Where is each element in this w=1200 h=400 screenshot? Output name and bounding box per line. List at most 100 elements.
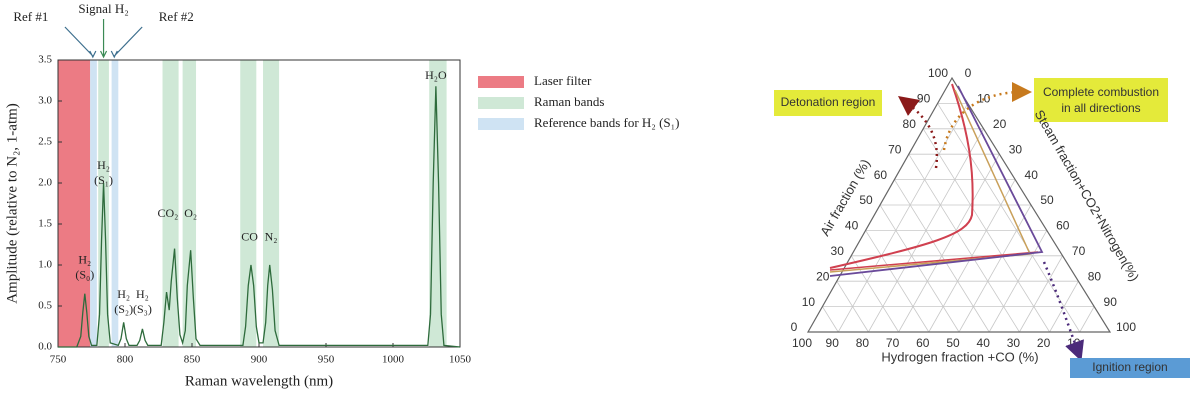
band [162,60,179,347]
x-tick-label: 800 [117,354,134,366]
peak-label: (S₂) [114,302,133,316]
spectrum-chart: 750 800 850 900 950 1000 1050 0.0 0.5 1.0 1.5 2.0 2.… [4,1,679,389]
ternary-tick-label: 70 [888,142,902,156]
ternary-grid [850,255,899,333]
ternary-tick-label: 20 [816,269,830,283]
peak-label: O₂ [184,206,197,220]
ternary-tick-label: 50 [946,336,960,350]
ternary-grid [922,128,1050,333]
ternary-tick-label: 100 [928,66,948,80]
combustion-label: in all directions [1061,101,1140,115]
ternary-tick-label: 40 [845,219,859,233]
peak-label: (S₀) [75,267,94,281]
x-tick-label: 900 [251,354,268,366]
ternary-grid [898,154,1000,333]
ternary-tick-label: 50 [859,193,873,207]
ternary-tick-label: 40 [1025,168,1039,182]
ternary-tick-label: 40 [977,336,991,350]
y-tick-label: 1.5 [38,218,52,230]
combustion-box [1034,78,1168,122]
ternary-tick-label: 70 [1072,244,1086,258]
peak-label: H₂O [425,68,447,82]
detonation-label: Detonation region [781,95,876,109]
y-tick-label: 1.0 [38,259,52,271]
peak-label: H₂ [78,252,91,266]
ternary-grid [908,153,1020,333]
ternary-grid [894,179,990,333]
y-tick-label: 2.5 [38,136,52,148]
ternary-tick-label: 0 [965,66,972,80]
legend-swatch [478,76,524,88]
band [429,60,447,347]
x-tick-label: 1000 [382,354,405,366]
ternary-tick-label: 30 [1007,336,1021,350]
ternary-grid [958,204,1032,333]
ignition-box [1070,358,1190,378]
ternary-tick-label: 70 [886,336,900,350]
peak-label: N₂ [265,230,278,244]
ternary-grid [937,103,1081,333]
legend-swatch [478,97,524,109]
y-tick-label: 0.5 [38,300,52,312]
annotation: Ref #2 [159,9,194,24]
peak-label: CO₂ [157,206,178,220]
x-tick-label: 1050 [449,354,472,366]
y-axis-label: Amplitude (relative to N₂, 1-atm) [4,103,20,304]
y-tick-label: 2.0 [38,177,52,189]
legend-label: Laser filter [534,73,592,88]
ternary-grid [1019,255,1063,333]
band [263,60,280,347]
ternary-tick-label: 90 [826,336,840,350]
ternary-grid [1079,306,1095,333]
detonation-arrow [898,95,939,169]
ternary-tick-label: 80 [903,117,917,131]
annotation: Signal H₂ [78,1,128,16]
peak-label: H₂ [136,287,149,301]
ternary-tick-label: 10 [802,295,816,309]
peak-label: H₂ [117,287,130,301]
bottom-axis-label: Hydrogen fraction +CO (%) [881,349,1038,364]
ternary-tick-label: 80 [1088,269,1102,283]
ignition-label: Ignition region [1092,360,1167,374]
annotation-arrow [64,26,97,59]
ternary-tick-label: 60 [916,336,930,350]
ternary-tick-label: 0 [791,320,798,334]
x-tick-label: 750 [50,354,67,366]
peak-label: CO [241,230,258,244]
red-curve [829,83,974,269]
x-tick-label: 950 [318,354,335,366]
ternary-tick-label: 100 [792,336,812,350]
ternary-tick-label: 30 [1009,142,1023,156]
ternary-tick-label: 50 [1040,193,1054,207]
band [240,60,257,347]
combustion-label: Complete combustion [1043,85,1159,99]
ternary-tick-label: 100 [1116,320,1136,334]
peak-label: H₂ [97,158,110,172]
annotation-arrow [110,26,143,59]
ternary-tick-label: 30 [831,244,845,258]
detonation-box [774,90,882,116]
ternary-tick-label: 80 [856,336,870,350]
ternary-grid [865,230,930,333]
ternary-tick-label: 90 [1104,295,1118,309]
ternary-tick-label: 10 [1067,336,1081,350]
legend-label: Raman bands [534,94,604,109]
spectrum-line [58,86,461,348]
ternary-frame [806,76,1112,333]
y-tick-label: 3.0 [38,95,52,107]
legend-label: Reference bands for H₂ (S₁) [534,115,680,130]
combustion-arrow [942,82,1032,151]
ternary-tick-label: 20 [1037,336,1051,350]
x-tick-label: 850 [184,354,201,366]
annotation: Ref #1 [13,9,48,24]
ternary-tick-label: 20 [993,117,1007,131]
ternary-tick-label: 90 [917,92,931,106]
band [98,60,109,347]
band [90,60,97,347]
ignition-arrow [1042,261,1084,362]
annotation-arrow [100,19,108,59]
ternary-grid [822,306,839,333]
band [111,60,119,347]
